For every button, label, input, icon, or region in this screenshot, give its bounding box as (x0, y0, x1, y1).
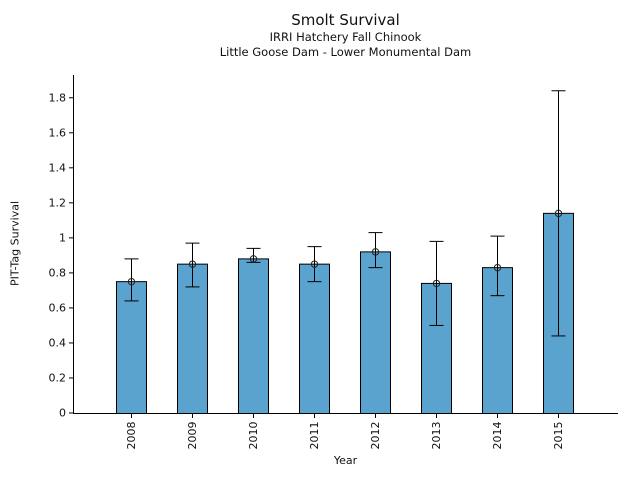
y-tick-label-1.8: 1.8 (49, 91, 67, 104)
point-marker-2011 (310, 260, 319, 268)
x-tick-label-2015: 2015 (552, 422, 565, 450)
chart-subtitle-line1: IRRI Hatchery Fall Chinook (269, 30, 422, 44)
y-tick-label-0.6: 0.6 (49, 301, 67, 314)
x-tick-label-2011: 2011 (308, 422, 321, 450)
point-marker-2008 (127, 277, 136, 286)
x-tick-label-2010: 2010 (247, 422, 260, 450)
bar-2010 (238, 258, 269, 414)
point-marker-2010 (249, 255, 258, 263)
y-tick-label-0.8: 0.8 (49, 266, 67, 279)
point-marker-2009 (188, 260, 197, 268)
x-tick-label-2009: 2009 (186, 422, 199, 450)
x-tick-label-2014: 2014 (491, 422, 504, 450)
bar-2011 (299, 263, 330, 414)
y-tick-label-1.2: 1.2 (49, 196, 67, 209)
y-tick-label-0: 0 (59, 407, 66, 420)
y-axis-label: PIT-Tag Survival (8, 201, 22, 287)
bar-2012 (360, 251, 391, 414)
x-tick-label-2008: 2008 (125, 422, 138, 450)
bar-2008 (116, 281, 147, 415)
point-marker-2015 (554, 209, 563, 218)
point-marker-2013 (432, 279, 441, 288)
point-marker-2014 (493, 263, 502, 272)
chart-subtitle-line2: Little Goose Dam - Lower Monumental Dam (219, 45, 472, 59)
y-tick-label-1.6: 1.6 (49, 126, 67, 139)
point-marker-2012 (371, 248, 380, 256)
x-axis-label: Year (333, 454, 358, 467)
y-tick-label-0.4: 0.4 (49, 336, 67, 349)
x-tick-label-2012: 2012 (369, 422, 382, 450)
y-tick-label-0.2: 0.2 (49, 371, 67, 384)
chart-title: Smolt Survival (291, 11, 400, 29)
y-tick-label-1.4: 1.4 (49, 161, 67, 174)
x-tick-label-2013: 2013 (430, 422, 443, 450)
y-tick-label-1: 1 (59, 231, 66, 244)
